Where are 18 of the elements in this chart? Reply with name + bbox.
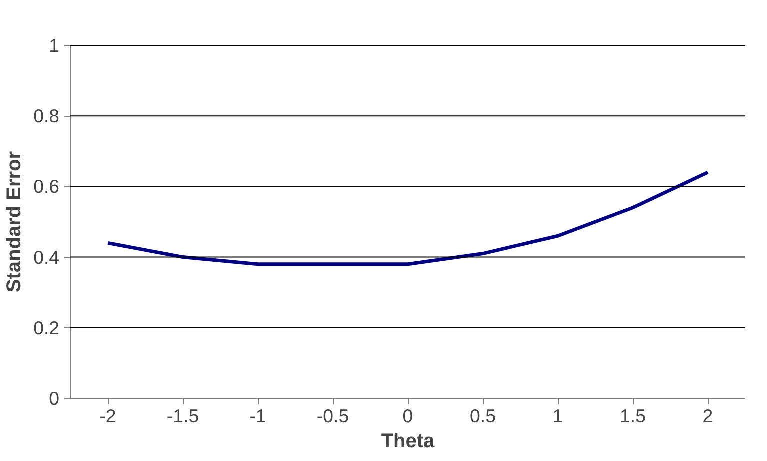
y-tick-label: 0 <box>49 388 60 409</box>
x-tick-label: -1 <box>250 406 266 426</box>
x-tick-label: 2 <box>702 406 714 426</box>
y-tick-label: 0.6 <box>34 176 60 198</box>
x-tick-label: 0.5 <box>470 406 496 426</box>
y-axis-title: Standard Error <box>4 151 26 293</box>
line-series <box>106 170 710 266</box>
y-tick-label: 0.2 <box>34 317 60 338</box>
y-tick-label: 0.8 <box>34 106 60 127</box>
x-tick-label: -0.5 <box>316 406 350 426</box>
y-tick-label: 1 <box>49 35 60 56</box>
x-tick-label: -2 <box>100 406 116 426</box>
x-tick-label: -1.5 <box>166 406 200 426</box>
y-tick-label: 0.4 <box>34 246 60 268</box>
x-tick-label: 1.5 <box>620 406 646 426</box>
x-tick-label: 1 <box>552 406 564 426</box>
x-axis-title: Theta <box>381 430 436 452</box>
x-tick-label: 0 <box>402 406 414 426</box>
